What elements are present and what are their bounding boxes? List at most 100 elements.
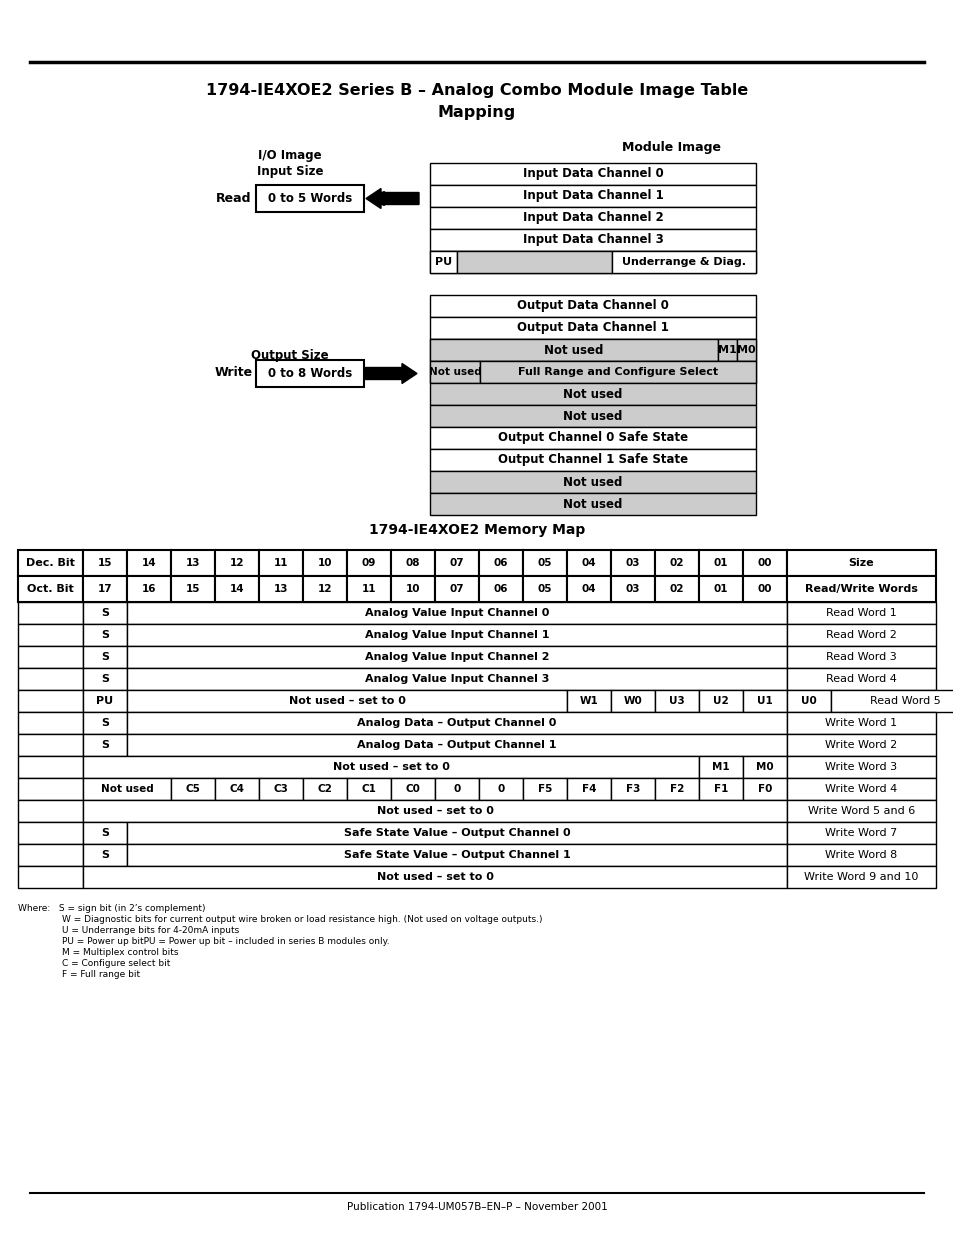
Text: Not used: Not used: [544, 343, 603, 357]
Text: C0: C0: [405, 784, 420, 794]
Bar: [478, 550, 522, 576]
Text: F3: F3: [625, 784, 639, 794]
Text: Not used – set to 0: Not used – set to 0: [288, 697, 405, 706]
Bar: [479, 361, 755, 383]
Text: 02: 02: [669, 558, 683, 568]
Bar: [127, 576, 171, 601]
Bar: [742, 778, 786, 800]
Bar: [435, 550, 478, 576]
Text: Output Size: Output Size: [251, 348, 329, 362]
Text: S: S: [101, 630, 109, 640]
Text: Write Word 7: Write Word 7: [824, 827, 897, 839]
Text: 17: 17: [97, 584, 112, 594]
Bar: [786, 713, 935, 734]
Text: Oct. Bit: Oct. Bit: [27, 584, 73, 594]
Text: W1: W1: [579, 697, 598, 706]
Text: 09: 09: [361, 558, 375, 568]
Text: S: S: [101, 674, 109, 684]
Text: F5: F5: [537, 784, 552, 794]
Text: Not used: Not used: [562, 388, 622, 400]
Bar: [83, 800, 786, 823]
Text: Read Word 2: Read Word 2: [825, 630, 896, 640]
Bar: [391, 576, 435, 601]
Bar: [786, 866, 935, 888]
Text: C1: C1: [361, 784, 376, 794]
Bar: [171, 778, 214, 800]
Text: 00: 00: [757, 584, 771, 594]
Bar: [391, 778, 435, 800]
Text: Not used – set to 0: Not used – set to 0: [333, 762, 449, 772]
Bar: [83, 690, 127, 713]
Text: Input Data Channel 3: Input Data Channel 3: [522, 233, 662, 247]
Text: Write Word 1: Write Word 1: [824, 718, 897, 727]
Bar: [456, 251, 612, 273]
Text: 05: 05: [537, 584, 552, 594]
Text: 07: 07: [449, 558, 464, 568]
Bar: [18, 713, 83, 734]
Bar: [127, 601, 786, 624]
Bar: [430, 338, 718, 361]
Text: S: S: [101, 850, 109, 860]
Bar: [83, 601, 127, 624]
Text: PU: PU: [435, 257, 452, 267]
Text: Analog Data – Output Channel 1: Analog Data – Output Channel 1: [356, 740, 557, 750]
Bar: [83, 734, 127, 756]
FancyArrow shape: [364, 363, 416, 384]
Text: U3: U3: [668, 697, 684, 706]
Text: 1794-IE4XOE2 Memory Map: 1794-IE4XOE2 Memory Map: [369, 522, 584, 537]
Text: Output Data Channel 1: Output Data Channel 1: [517, 321, 668, 335]
Bar: [430, 405, 755, 427]
Bar: [786, 646, 935, 668]
Text: Input Size: Input Size: [256, 165, 323, 179]
Text: Mapping: Mapping: [437, 105, 516, 121]
Text: Output Data Channel 0: Output Data Channel 0: [517, 300, 668, 312]
Bar: [83, 866, 786, 888]
Bar: [699, 756, 742, 778]
Bar: [430, 383, 755, 405]
Text: 02: 02: [669, 584, 683, 594]
Bar: [18, 844, 83, 866]
Text: 04: 04: [581, 558, 596, 568]
Text: Read Word 5: Read Word 5: [869, 697, 940, 706]
Text: Read Word 4: Read Word 4: [825, 674, 896, 684]
Bar: [258, 778, 303, 800]
Bar: [83, 668, 127, 690]
Text: 16: 16: [142, 584, 156, 594]
Bar: [18, 624, 83, 646]
Bar: [83, 823, 127, 844]
Text: 13: 13: [274, 584, 288, 594]
Text: C5: C5: [186, 784, 200, 794]
Text: Full Range and Configure Select: Full Range and Configure Select: [517, 367, 718, 377]
Text: Not used – set to 0: Not used – set to 0: [376, 872, 493, 882]
Bar: [430, 361, 479, 383]
Bar: [522, 576, 566, 601]
Text: Output Channel 0 Safe State: Output Channel 0 Safe State: [497, 431, 687, 445]
Text: Underrange & Diag.: Underrange & Diag.: [621, 257, 745, 267]
Text: Safe State Value – Output Channel 1: Safe State Value – Output Channel 1: [343, 850, 570, 860]
Text: Analog Data – Output Channel 0: Analog Data – Output Channel 0: [357, 718, 557, 727]
Text: 0: 0: [453, 784, 460, 794]
Bar: [127, 668, 786, 690]
Bar: [655, 550, 699, 576]
Bar: [18, 778, 83, 800]
Bar: [566, 550, 610, 576]
Text: 10: 10: [317, 558, 332, 568]
Text: C3: C3: [274, 784, 288, 794]
Text: 11: 11: [274, 558, 288, 568]
Bar: [214, 778, 258, 800]
Bar: [430, 471, 755, 493]
Bar: [786, 823, 935, 844]
Text: U2: U2: [713, 697, 728, 706]
Text: C = Configure select bit: C = Configure select bit: [62, 960, 171, 968]
Text: 05: 05: [537, 558, 552, 568]
Bar: [786, 668, 935, 690]
Bar: [18, 734, 83, 756]
Text: 0: 0: [497, 784, 504, 794]
Bar: [655, 690, 699, 713]
Bar: [347, 576, 391, 601]
Bar: [127, 713, 786, 734]
Text: 06: 06: [494, 558, 508, 568]
Bar: [83, 756, 699, 778]
Text: F4: F4: [581, 784, 596, 794]
Bar: [83, 550, 127, 576]
